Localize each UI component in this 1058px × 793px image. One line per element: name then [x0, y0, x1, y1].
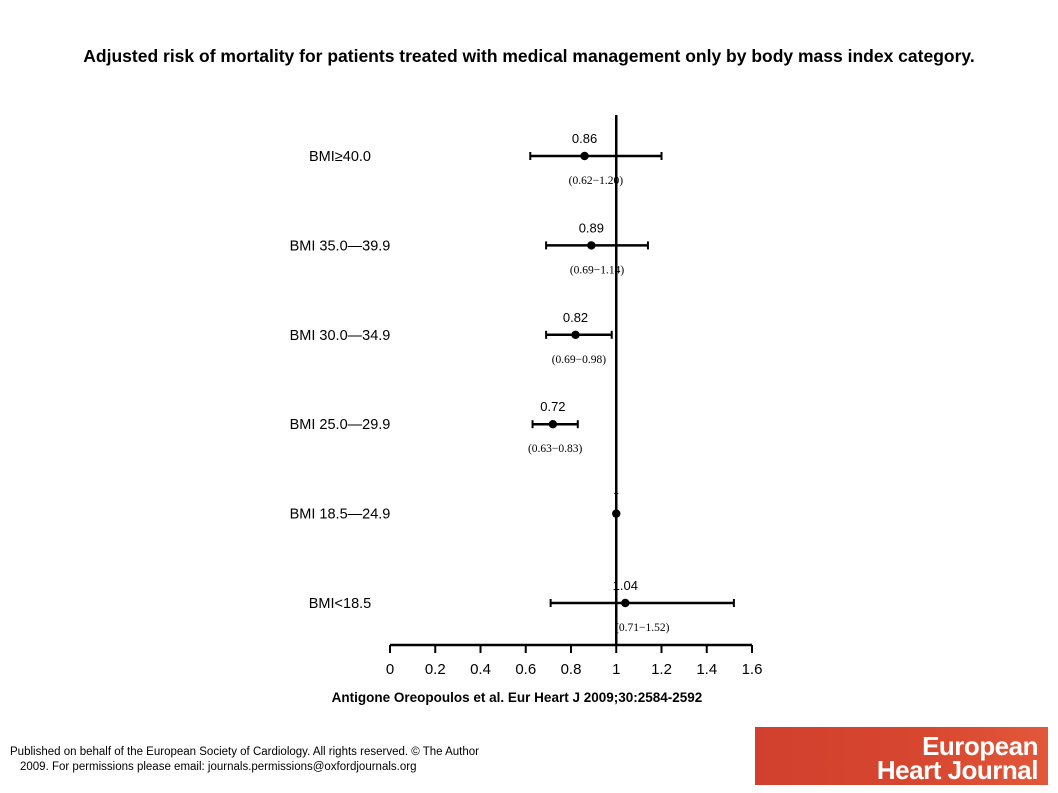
ci-label: (0.69−0.98)	[552, 354, 607, 366]
row-label: BMI 30.0—34.9	[290, 328, 391, 344]
point-estimate	[548, 420, 558, 429]
logo-line-1: European	[922, 731, 1038, 761]
x-tick-label: 1.6	[742, 661, 763, 678]
chart-title: Adjusted risk of mortality for patients …	[83, 46, 975, 66]
point-estimate	[621, 598, 630, 608]
point-value-label: 0.89	[579, 220, 604, 235]
ci-label: (0.62−1.20)	[569, 175, 624, 187]
logo-line-2: Heart Journal	[876, 755, 1039, 785]
ci-label: (0.71−1.52)	[615, 622, 670, 634]
forest-plot: 0 0.2 0.4 0.6 0.8 1 1.2 1.4 1.6 BMI≥40.0 0.86 (0.62…	[290, 115, 763, 678]
footer-line-1: Published on behalf of the European Soci…	[10, 746, 479, 758]
point-value-label: 0.82	[563, 310, 588, 325]
european-heart-journal-logo: European Heart Journal	[755, 727, 1048, 785]
x-tick-label: 1.4	[696, 661, 717, 678]
ci-label: (0.63−0.83)	[528, 443, 583, 455]
x-tick-label: 0.2	[425, 661, 446, 678]
point-value-label: 1.04	[613, 578, 638, 593]
row-label: BMI 18.5—24.9	[290, 507, 391, 523]
row-label: BMI 25.0—29.9	[290, 417, 391, 433]
x-tick-label: 0	[386, 661, 394, 678]
row-label: BMI≥40.0	[309, 149, 371, 165]
citation: Antigone Oreopoulos et al. Eur Heart J 2…	[331, 690, 703, 705]
ci-label: (0.69−1.14)	[570, 264, 625, 276]
point-estimate	[612, 509, 621, 518]
point-estimate	[571, 330, 580, 339]
x-tick-label: 1	[612, 661, 620, 678]
x-tick-label: 0.4	[470, 661, 491, 678]
x-tick-label: 0.8	[561, 661, 582, 678]
footer-line-2: 2009. For permissions please email: jour…	[20, 761, 417, 773]
x-tick-label: 0.6	[515, 661, 536, 678]
copyright-footer: Published on behalf of the European Soci…	[10, 745, 570, 775]
point-value-label: 0.86	[572, 131, 597, 146]
point-estimate	[580, 151, 589, 161]
x-tick-label: 1.2	[651, 661, 672, 678]
row-label: BMI 35.0—39.9	[290, 238, 391, 254]
point-estimate	[587, 241, 596, 250]
row-label: BMI<18.5	[309, 596, 371, 612]
point-value-label: 0.72	[540, 399, 565, 414]
